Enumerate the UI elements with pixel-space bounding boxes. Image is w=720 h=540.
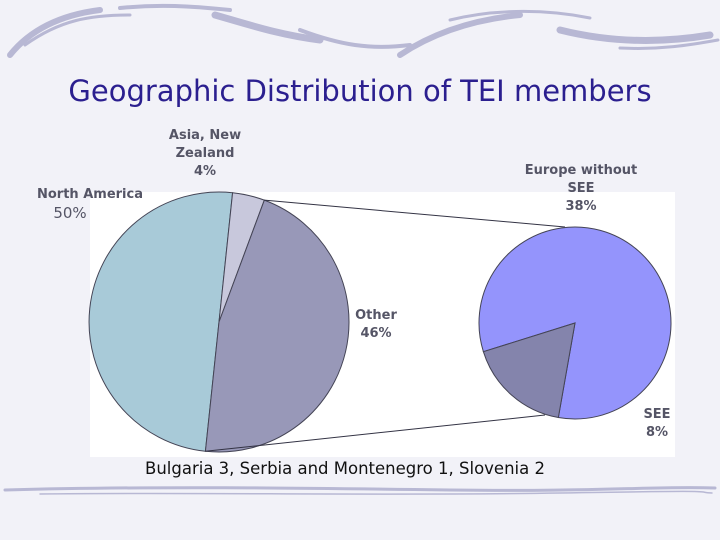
label-europe: Europe without SEE 38% (516, 162, 646, 216)
label-asia-line1: Asia, New (168, 128, 242, 143)
pie-secondary-slice-see (482, 322, 576, 419)
connector-line-top (264, 199, 566, 228)
label-europe-line2: SEE (567, 181, 595, 196)
page-title: Geographic Distribution of TEI members (68, 74, 652, 108)
label-see: SEE 8% (632, 406, 682, 442)
pie-main-slice-north-america (88, 191, 234, 452)
footnote: Bulgaria 3, Serbia and Montenegro 1, Slo… (145, 459, 545, 478)
label-other: Other 46% (346, 307, 406, 343)
label-see-name: SEE (643, 407, 671, 422)
label-other-name: Other (355, 308, 397, 323)
top-decoration (7, 3, 720, 58)
label-asia: Asia, New Zealand 4% (155, 127, 255, 181)
label-north-america-name: North America (37, 187, 143, 202)
label-asia-line2: Zealand (175, 146, 235, 161)
label-north-america: North America 50% (30, 186, 150, 222)
label-europe-pct: 38% (565, 199, 597, 214)
connector-line-bottom (205, 414, 546, 452)
label-see-pct: 8% (645, 425, 669, 440)
label-other-pct: 46% (360, 326, 392, 341)
label-europe-line1: Europe without (524, 163, 638, 178)
bottom-decoration (3, 486, 717, 495)
label-asia-pct: 4% (193, 164, 217, 179)
label-north-america-pct: 50% (53, 204, 87, 222)
pie-main-slice-other (204, 199, 350, 453)
